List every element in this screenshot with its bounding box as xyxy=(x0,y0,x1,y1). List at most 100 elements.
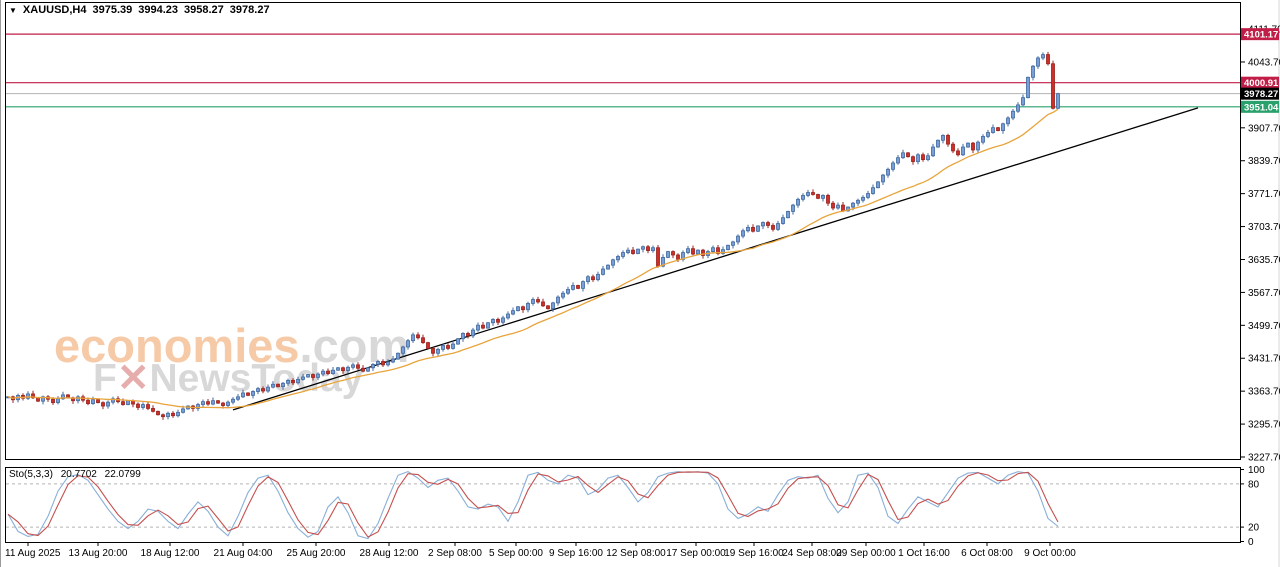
candle-bull xyxy=(581,281,585,289)
price-label-box-resistance xyxy=(1241,76,1279,89)
candle-bull xyxy=(321,370,325,375)
price-axis-tick-label: 3499.70 xyxy=(1248,321,1280,332)
main-chart-border xyxy=(5,2,1241,460)
candle-bull xyxy=(896,157,900,164)
candle-bear xyxy=(541,301,545,307)
candle-bull xyxy=(271,383,275,388)
price-axis-tick-label: 3363.70 xyxy=(1248,387,1280,398)
candle-bull xyxy=(596,273,600,281)
candle-bull xyxy=(456,338,460,345)
stoch-axis-tick-label: 80 xyxy=(1248,479,1260,490)
candle-bull xyxy=(181,408,185,413)
price-axis-tick-label: 3567.70 xyxy=(1248,288,1280,299)
watermark-sub-rest: NewsToday xyxy=(149,357,364,400)
candle-bear xyxy=(646,246,650,252)
candle-bull xyxy=(611,259,615,266)
candle-bull xyxy=(756,225,760,232)
stoch-axis-tick-label: 20 xyxy=(1248,523,1260,534)
stoch-axis-tick-label: 100 xyxy=(1248,465,1265,476)
watermark-sub-f: F xyxy=(93,357,117,400)
date-axis-tick-label: 6 Oct 08:00 xyxy=(961,548,1013,559)
candle-bull xyxy=(351,364,355,368)
candle-bear xyxy=(1051,63,1055,109)
candle-bear xyxy=(546,305,550,310)
symbol-dropdown-icon[interactable]: ▼ xyxy=(9,5,17,15)
candle-bull xyxy=(396,352,400,360)
candle-bull xyxy=(211,400,215,405)
candle-bull xyxy=(636,248,640,254)
candle-bear xyxy=(86,399,90,405)
candle-bull xyxy=(561,292,565,298)
candle-bull xyxy=(76,396,80,402)
candle-bull xyxy=(301,376,305,380)
candle-bull xyxy=(1016,104,1020,112)
candle-bear xyxy=(631,249,635,254)
date-axis-tick-label: 29 Sep 00:00 xyxy=(836,548,896,559)
candle-bull xyxy=(26,393,30,399)
candle-bull xyxy=(526,302,530,311)
candle-bear xyxy=(751,226,755,232)
candle-bull xyxy=(141,404,145,408)
candle-bull xyxy=(801,195,805,200)
price-label-box-current-price xyxy=(1241,87,1279,100)
watermark-fxnewstoday: F✕NewsToday xyxy=(93,356,363,401)
date-axis-tick-label: 12 Sep 08:00 xyxy=(606,548,666,559)
indicator-name: Sto(5,3,3) xyxy=(9,469,53,480)
candle-bull xyxy=(331,369,335,374)
candle-bull xyxy=(281,382,285,388)
candle-bear xyxy=(446,345,450,349)
price-label-resistance: 4000.91 xyxy=(1244,78,1279,89)
date-axis-tick-label: 18 Aug 12:00 xyxy=(141,548,200,559)
candle-bull xyxy=(936,139,940,148)
candle-bull xyxy=(741,230,745,237)
candle-bull xyxy=(391,358,395,363)
date-axis-tick-label: 13 Aug 20:00 xyxy=(69,548,128,559)
candle-bear xyxy=(701,249,705,256)
candle-bear xyxy=(416,334,420,339)
candle-bear xyxy=(121,401,125,405)
candle-bull xyxy=(926,155,930,161)
candle-bull xyxy=(616,256,620,261)
candle-bull xyxy=(516,306,520,312)
candle-bull xyxy=(266,386,270,392)
candle-bear xyxy=(291,379,295,384)
candle-bear xyxy=(36,397,40,402)
indicator-d-value: 22.0799 xyxy=(104,469,141,480)
candle-bear xyxy=(146,404,150,409)
stoch-axis-tick-label: 0 xyxy=(1248,537,1254,548)
candle-bull xyxy=(696,249,700,255)
candle-bull xyxy=(586,276,590,283)
candle-bull xyxy=(721,249,725,254)
ohlc-close: 3978.27 xyxy=(229,4,270,16)
stoch-k-line xyxy=(7,471,1059,540)
candle-bear xyxy=(921,154,925,161)
candle-bull xyxy=(866,193,870,198)
candle-bull xyxy=(981,135,985,143)
candle-bull xyxy=(986,132,990,137)
candle-bear xyxy=(676,254,680,260)
candle-bull xyxy=(501,317,505,323)
candle-bull xyxy=(401,346,405,354)
date-axis-tick-label: 24 Sep 08:00 xyxy=(782,548,842,559)
candle-bear xyxy=(171,412,175,417)
price-label-support: 3951.04 xyxy=(1244,102,1279,113)
date-axis-tick-label: 9 Sep 16:00 xyxy=(549,548,603,559)
candle-bear xyxy=(246,392,250,396)
indicator-label: Sto(5,3,3) 20.7702 22.0799 xyxy=(9,469,146,480)
candle-bull xyxy=(471,329,475,337)
candle-bear xyxy=(216,400,220,404)
candle-bear xyxy=(276,383,280,388)
price-axis-tick-label: 3431.70 xyxy=(1248,354,1280,365)
candle-bear xyxy=(261,388,265,392)
candle-bull xyxy=(286,379,290,384)
candle-bull xyxy=(241,392,245,398)
date-axis-tick-label: 9 Oct 00:00 xyxy=(1024,548,1076,559)
price-label-box-support xyxy=(1241,100,1279,113)
candle-bear xyxy=(951,143,955,152)
ohlc-low: 3958.27 xyxy=(184,4,224,16)
candle-bull xyxy=(371,363,375,369)
candle-bull xyxy=(941,135,945,141)
price-label-resistance: 4101.17 xyxy=(1244,30,1278,41)
candle-bull xyxy=(856,199,860,204)
